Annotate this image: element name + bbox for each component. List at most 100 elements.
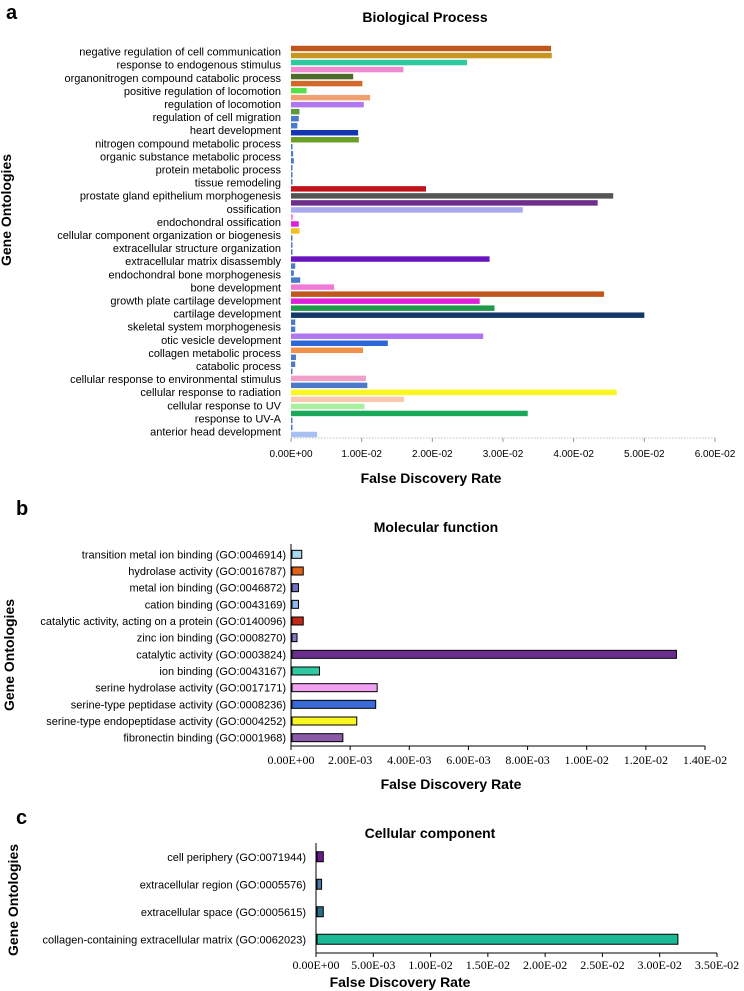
panel-a-category-label: prostate gland epithelium morphogenesis [80,191,282,203]
panel-a-bar [291,80,363,87]
panel-a-bar [291,52,552,59]
panel-a-bar [291,242,293,248]
panel-a-xlabel: False Discovery Rate [361,470,502,486]
panel-a-bar [291,263,296,269]
panel-a-bar [291,122,298,129]
panel-a-bar [291,305,495,311]
panel-a-bar [291,165,293,171]
panel-a-bar [291,361,296,368]
panel-b-category-label: serine-type peptidase activity (GO:00082… [71,699,286,711]
panel-letter-b: b [16,498,28,520]
panel-a-bar [291,382,368,389]
panel-b-tick-label: 4.00E-03 [387,753,431,767]
panel-a-bar [291,66,404,73]
panel-a-category-label: nitrogen compound metabolic process [95,138,281,150]
panel-a-category-label: endochondral bone morphogenesis [109,269,282,281]
panel-a-bar [291,333,484,339]
panel-c-category-label: collagen-containing extracellular matrix… [42,934,306,946]
panel-a-bar [291,228,300,234]
panel-c-tick-label: 5.00E-03 [351,958,395,972]
panel-a-bar [291,108,300,115]
panel-b-title: Molecular function [374,519,498,535]
panel-c-category-label: extracellular region (GO:0005576) [140,879,306,891]
panel-a-bar [291,354,296,361]
panel-a-bars [291,45,645,438]
panel-a-tick-label: 2.00E-02 [412,449,453,460]
panel-a-category-label: growth plate cartilage development [110,295,281,307]
panel-a-category-label: cellular response to environmental stimu… [70,374,281,386]
panel-a-bar [291,403,365,410]
panel-a-bar [291,396,405,403]
panel-a-tick-label: 0.00E+00 [269,449,313,460]
panel-a-bar [291,186,426,192]
panel-b-bar [291,666,320,676]
panel-c-tick-label: 3.00E-02 [638,958,682,972]
panel-a-category-label: bone development [190,282,281,294]
panel-a-ylabel: Gene Ontologies [0,154,14,266]
panel-b-tick-label: 1.20E-02 [624,753,668,767]
panel-b-bars [291,549,677,743]
panel-a-bar [291,291,605,297]
panel-a-category-label: otic vesicle development [161,335,281,347]
panel-a-bar [291,73,354,80]
panel-a-bar [291,214,294,220]
panel-a-bar [291,129,359,136]
panel-b-bar [291,649,677,659]
panel-a-biological-process: a Biological Process Gene Ontologies Fal… [0,2,736,486]
panel-b-bar [291,683,378,693]
panel-c-tick-label: 1.00E-02 [408,958,452,972]
panel-c-tick-label: 1.50E-02 [466,958,510,972]
panel-b-tick-label: 8.00E-03 [505,753,549,767]
panel-a-bar [291,144,293,150]
panel-a-bar [291,312,645,318]
panel-b-category-label: catalytic activity, acting on a protein … [40,616,286,628]
panel-a-bar [291,172,293,178]
panel-a-category-label: regulation of locomotion [164,99,281,111]
panel-b-ylabel: Gene Ontologies [1,599,17,711]
panel-letter-c: c [16,807,27,829]
panel-b-category-label: transition metal ion binding (GO:0046914… [82,549,286,561]
panel-a-category-label: cartilage development [173,309,281,321]
panel-a-category-label: regulation of cell migration [153,112,281,124]
panel-a-bar [291,256,490,262]
panel-a-bar [291,298,480,304]
panel-c-tick-label: 2.50E-02 [580,958,624,972]
panel-b-xlabel: False Discovery Rate [381,776,522,792]
panel-c-cellular-component: c Cellular component Gene Ontologies Fal… [5,807,739,990]
panel-c-bar [316,878,323,890]
panel-a-bar [291,249,293,255]
panel-a-category-label: ossification [227,204,281,216]
panel-a-category-label: response to endogenous stimulus [117,60,282,72]
panel-b-bar [291,616,304,626]
panel-a-tick-label: 1.00E-02 [341,449,382,460]
panel-a-tick-label: 3.00E-02 [483,449,524,460]
panel-c-bar [316,933,679,945]
panel-a-bar [291,340,388,346]
panel-b-category-label: fibronectin binding (GO:0001968) [123,733,286,745]
panel-a-tick-label: 4.00E-02 [553,449,594,460]
panel-a-title: Biological Process [362,9,487,25]
panel-c-bars [316,851,679,945]
panel-a-bar [291,431,318,438]
panel-a-bar [291,151,294,157]
panel-a-category-label: extracellular structure organization [113,243,281,255]
panel-b-category-label: ion binding (GO:0043167) [159,666,286,678]
panel-b-bar [291,716,358,726]
panel-a-bar [291,270,294,276]
panel-b-bar [291,599,300,609]
panel-b-tick-label: 1.00E-02 [565,753,609,767]
panel-a-bar [291,179,293,185]
panel-a-bar [291,200,598,206]
panel-a-bar [291,87,307,94]
panel-c-x-axis: 0.00E+00 5.00E-03 1.00E-02 1.50E-02 2.00E-02… [292,843,739,972]
panel-c-bar [316,851,324,863]
panel-a-category-label: cellular response to UV [167,400,281,412]
panel-c-ylabel: Gene Ontologies [5,844,21,956]
panel-b-category-label: serine hydrolase activity (GO:0017171) [95,683,286,695]
panel-c-category-label: extracellular space (GO:0005615) [141,907,306,919]
panel-a-x-axis: 0.00E+00 1.00E-02 2.00E-02 3.00E-02 4.00E-02… [269,437,736,460]
panel-b-bar [291,583,300,593]
panel-b-bar [291,566,304,576]
panel-a-bar [291,115,299,122]
